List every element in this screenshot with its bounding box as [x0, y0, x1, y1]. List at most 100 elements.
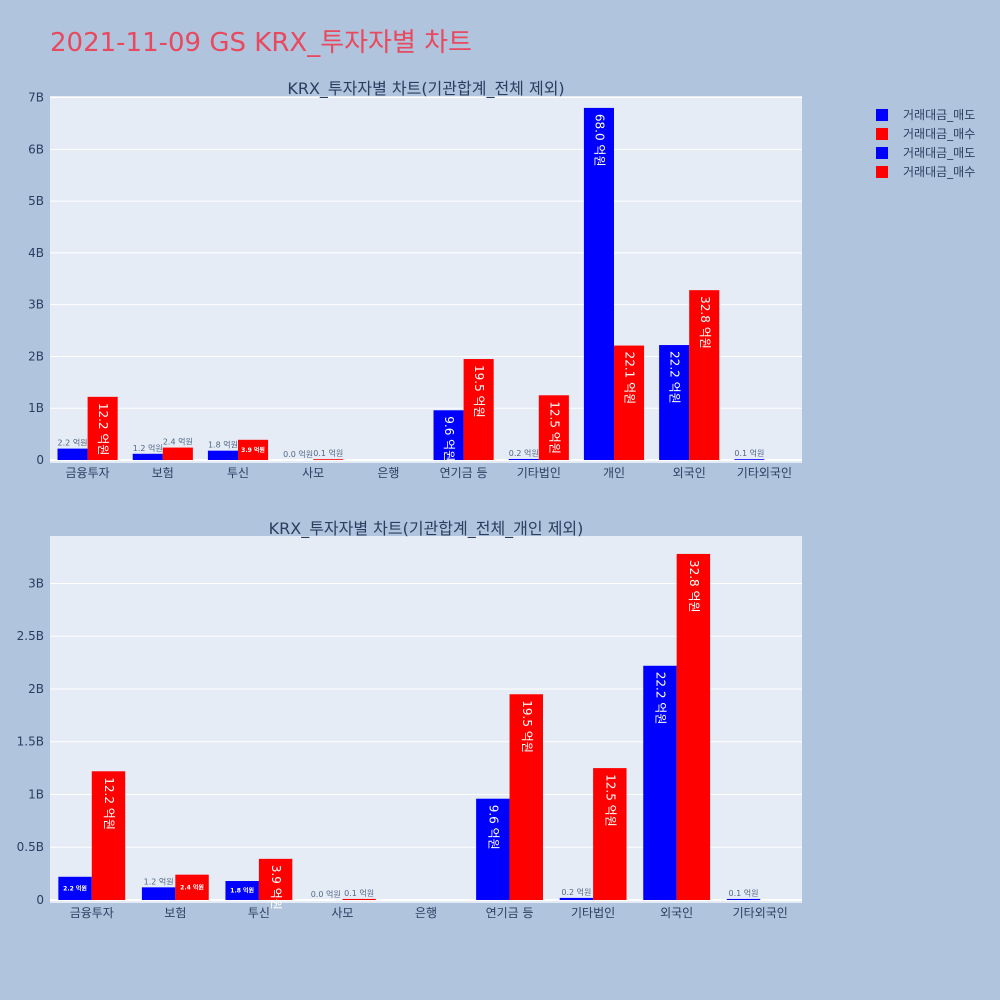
- legend-swatch[interactable]: [876, 109, 888, 121]
- y-tick-label: 3B: [28, 298, 44, 312]
- data-label: 0.2 억원: [509, 448, 539, 458]
- x-tick-label: 기타법인: [571, 906, 615, 920]
- sell-bar: [726, 898, 761, 900]
- data-label: 12.5 억원: [547, 401, 561, 454]
- legend-label[interactable]: 거래대금_매수: [903, 127, 975, 141]
- y-tick-label: 0: [36, 893, 44, 907]
- x-tick-label: 은행: [377, 465, 399, 480]
- sell-bar: [57, 448, 88, 460]
- data-label: 0.1 억원: [313, 448, 343, 458]
- y-tick-label: 4B: [28, 246, 44, 260]
- sell-bar: [207, 450, 238, 460]
- legend-swatch[interactable]: [876, 128, 888, 140]
- data-label: 0.0 억원: [283, 449, 313, 459]
- y-tick-label: 0: [36, 453, 44, 467]
- buy-bar: [689, 290, 720, 460]
- data-label: 12.5 억원: [603, 774, 617, 827]
- x-tick-label: 금융투자: [66, 466, 110, 480]
- data-label: 22.2 억원: [668, 351, 682, 404]
- data-label: 19.5 억원: [520, 700, 534, 753]
- y-tick-label: 5B: [28, 194, 44, 208]
- y-tick-label: 7B: [28, 91, 44, 105]
- data-label: 0.1 억원: [344, 888, 374, 898]
- buy-bar: [162, 447, 193, 460]
- x-tick-label: 개인: [603, 466, 625, 480]
- data-label: 0.0 억원: [311, 889, 341, 899]
- data-label: 0.2 억원: [561, 887, 591, 897]
- legend-swatch[interactable]: [876, 147, 888, 159]
- sell-bar: [583, 107, 614, 460]
- data-label: 0.1 억원: [734, 448, 764, 458]
- sell-bar: [58, 876, 92, 900]
- x-tick-label: 외국인: [660, 906, 693, 920]
- x-tick-label: 기타외국인: [733, 906, 788, 920]
- x-tick-label: 투신: [227, 466, 249, 480]
- data-label: 1.2 억원: [144, 876, 174, 886]
- x-tick-label: 보험: [152, 466, 174, 480]
- sell-bar: [643, 665, 677, 900]
- page-title: 2021-11-09 GS KRX_투자자별 차트: [50, 28, 472, 58]
- sell-bar: [659, 345, 690, 460]
- buy-bar: [538, 395, 569, 460]
- data-label: 19.5 억원: [472, 365, 486, 418]
- data-label: 3.9 억원: [241, 446, 265, 454]
- data-label: 32.8 억원: [687, 560, 701, 613]
- data-label: 3.9 억원: [269, 865, 283, 910]
- sell-bar: [734, 459, 765, 460]
- sell-bar: [476, 798, 510, 900]
- buy-bar: [342, 898, 376, 900]
- x-tick-label: 사모: [302, 466, 324, 480]
- y-tick-label: 3B: [28, 576, 44, 590]
- x-tick-label: 금융투자: [70, 906, 114, 920]
- data-label: 2.4 억원: [180, 883, 204, 891]
- buy-bar: [509, 694, 543, 900]
- chart-1: 0 1B 2B 3B 4B 5B 6B 7B KRX_투자자별 차트(기관합계_전체 제외) 금융…: [28, 79, 802, 480]
- data-label: 1.8 억원: [208, 440, 238, 450]
- buy-bar: [175, 874, 209, 900]
- buy-bar: [614, 345, 645, 460]
- data-label: 2.2 억원: [58, 438, 88, 448]
- legend-label[interactable]: 거래대금_매수: [903, 165, 975, 179]
- buy-bar: [463, 359, 494, 460]
- chart-title: KRX_투자자별 차트(기관합계_전체 제외): [287, 79, 564, 99]
- data-label: 2.2 억원: [63, 884, 87, 892]
- sell-bar: [433, 410, 464, 460]
- sell-bar: [559, 897, 594, 900]
- data-label: 1.8 억원: [230, 887, 254, 895]
- buy-bar: [238, 439, 269, 460]
- buy-bar: [593, 768, 627, 900]
- x-tick-label: 투신: [248, 906, 270, 920]
- data-label: 12.2 억원: [102, 777, 116, 830]
- y-tick-label: 2B: [28, 349, 44, 363]
- data-label: 68.0 억원: [592, 114, 606, 167]
- buy-bar: [91, 771, 126, 900]
- data-label: 12.2 억원: [96, 403, 110, 456]
- data-label: 22.2 억원: [653, 672, 667, 725]
- data-label: 1.2 억원: [133, 443, 163, 453]
- buy-bar: [258, 858, 293, 900]
- legend-swatch[interactable]: [876, 166, 888, 178]
- y-tick-label: 1.5B: [17, 735, 44, 749]
- chart-title: KRX_투자자별 차트(기관합계_전체_개인 제외): [269, 519, 584, 539]
- legend-label[interactable]: 거래대금_매도: [903, 108, 975, 122]
- chart-2: 0 0.5B 1B 1.5B 2B 2.5B 3B KRX_투자자별 차트(기관합계_전체_개…: [17, 519, 802, 920]
- sell-bar: [141, 887, 176, 900]
- data-label: 9.6 억원: [486, 805, 500, 850]
- buy-bar: [676, 553, 711, 900]
- x-tick-label: 보험: [164, 906, 186, 920]
- x-tick-label: 외국인: [673, 466, 706, 480]
- x-tick-label: 사모: [331, 906, 353, 920]
- legend-label[interactable]: 거래대금_매도: [903, 146, 975, 160]
- y-tick-label: 2B: [28, 682, 44, 696]
- buy-bar: [313, 459, 344, 460]
- y-tick-label: 6B: [28, 142, 44, 156]
- data-label: 2.4 억원: [163, 437, 193, 447]
- data-label: 32.8 억원: [698, 296, 712, 349]
- x-tick-label: 기타법인: [517, 466, 561, 480]
- y-tick-label: 1B: [28, 787, 44, 801]
- x-tick-label: 은행: [415, 905, 437, 920]
- data-label: 0.1 억원: [729, 888, 759, 898]
